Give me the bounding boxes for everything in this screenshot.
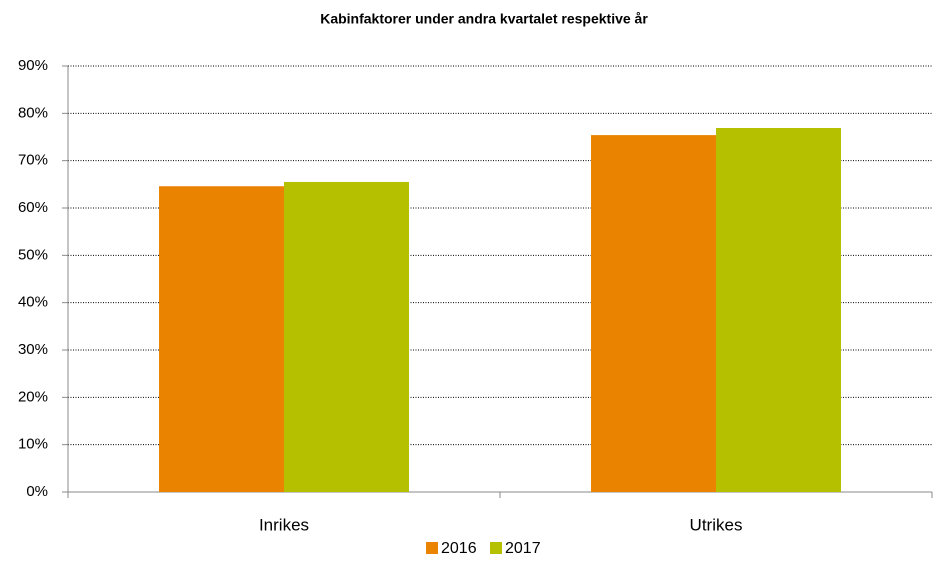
y-tick-label: 50%	[18, 246, 48, 263]
y-tick-label: 70%	[18, 152, 48, 169]
chart-title: Kabinfaktorer under andra kvartalet resp…	[320, 11, 648, 27]
legend-swatch	[426, 542, 438, 554]
y-tick-label: 80%	[18, 104, 48, 121]
x-tick-label: Inrikes	[259, 515, 309, 534]
bar	[159, 186, 284, 492]
y-tick-label: 0%	[26, 483, 48, 500]
y-tick-label: 60%	[18, 199, 48, 216]
y-tick-label: 30%	[18, 341, 48, 358]
bar	[284, 181, 409, 492]
legend-label: 2017	[505, 540, 541, 557]
y-tick-label: 20%	[18, 388, 48, 405]
y-tick-label: 10%	[18, 436, 48, 453]
bar	[591, 135, 716, 492]
bar	[716, 128, 841, 493]
x-tick-label: Utrikes	[690, 515, 743, 534]
legend-swatch	[490, 542, 502, 554]
legend-label: 2016	[441, 540, 477, 557]
y-tick-label: 90%	[18, 57, 48, 74]
y-tick-label: 40%	[18, 294, 48, 311]
